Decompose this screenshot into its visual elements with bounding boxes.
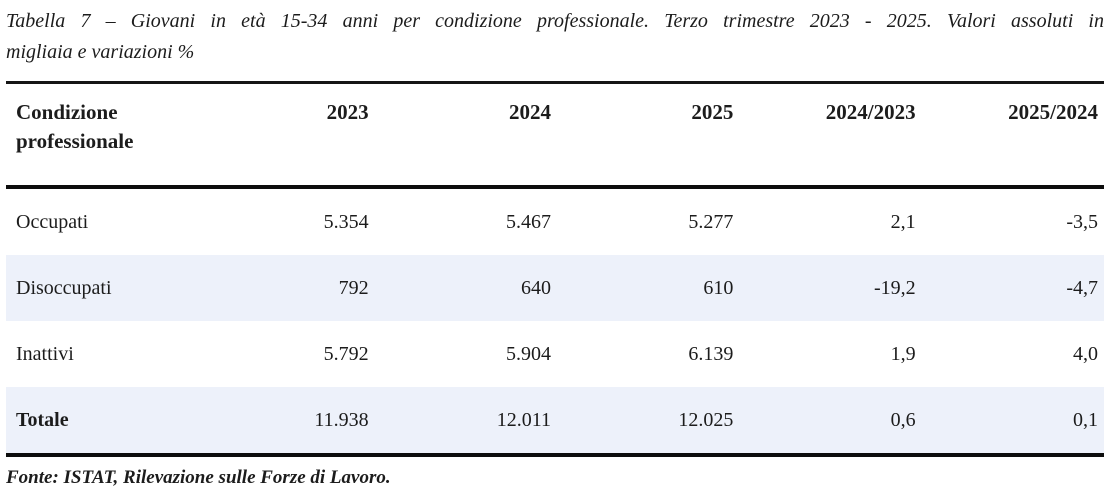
cell-occupati-2025: 5.277	[688, 210, 734, 233]
cell-inattivi-var-2025-2024: 4,0	[1073, 342, 1098, 365]
statistics-table: Condizione professionale 2023 2024 2025 …	[6, 81, 1104, 457]
cell-occupati-var-2024-2023: 2,1	[890, 210, 916, 233]
cell-disoccupati-2023: 792	[338, 276, 369, 299]
table-row-occupati: Occupati 5.354 5.467 5.277 2,1 -3,5	[6, 187, 1104, 255]
source-note: Fonte: ISTAT, Rilevazione sulle Forze di…	[6, 467, 391, 488]
cell-totale-2025: 12.025	[678, 408, 734, 431]
cell-totale-2023: 11.938	[314, 408, 369, 431]
table-row-inattivi: Inattivi 5.792 5.904 6.139 1,9 4,0	[6, 321, 1104, 387]
header-row: Condizione professionale 2023 2024 2025 …	[6, 82, 1104, 189]
row-label-inattivi: Inattivi	[16, 342, 74, 365]
cell-inattivi-2024: 5.904	[505, 342, 551, 365]
column-header-2025-2024: 2025/2024	[921, 82, 1104, 189]
row-label-occupati: Occupati	[16, 210, 89, 233]
cell-occupati-var-2025-2024: -3,5	[1066, 210, 1098, 233]
column-header-2023: 2023	[192, 82, 375, 189]
cell-occupati-2024: 5.467	[505, 210, 551, 233]
cell-inattivi-2023: 5.792	[323, 342, 369, 365]
column-header-condizione-professionale: Condizione professionale	[6, 82, 193, 189]
column-header-2025: 2025	[556, 82, 740, 189]
column-header-2024-2023: 2024/2023	[739, 82, 922, 189]
cell-totale-2024: 12.011	[496, 408, 551, 431]
caption-line-1: Tabella 7 – Giovani in età 15-34 anni pe…	[6, 10, 1104, 32]
row-label-totale: Totale	[16, 408, 69, 431]
cell-inattivi-var-2024-2023: 1,9	[890, 342, 916, 365]
table-row-disoccupati: Disoccupati 792 640 610 -19,2 -4,7	[6, 255, 1104, 321]
caption-line-2: migliaia e variazioni %	[6, 41, 195, 63]
cell-occupati-2023: 5.354	[323, 210, 369, 233]
table-row-totale: Totale 11.938 12.011 12.025 0,6 0,1	[6, 387, 1104, 455]
table-body: Occupati 5.354 5.467 5.277 2,1 -3,5 Diso…	[6, 187, 1104, 455]
cell-disoccupati-2025: 610	[703, 276, 734, 299]
column-header-2024: 2024	[374, 82, 557, 189]
document-page: Tabella 7 – Giovani in età 15-34 anni pe…	[6, 6, 1104, 490]
cell-totale-var-2025-2024: 0,1	[1073, 408, 1098, 431]
cell-totale-var-2024-2023: 0,6	[890, 408, 916, 431]
table-caption: Tabella 7 – Giovani in età 15-34 anni pe…	[6, 6, 1104, 68]
table-header: Condizione professionale 2023 2024 2025 …	[6, 82, 1104, 189]
cell-disoccupati-var-2025-2024: -4,7	[1066, 276, 1098, 299]
cell-disoccupati-2024: 640	[520, 276, 551, 299]
row-label-disoccupati: Disoccupati	[16, 276, 112, 299]
cell-inattivi-2025: 6.139	[688, 342, 734, 365]
cell-disoccupati-var-2024-2023: -19,2	[873, 276, 916, 299]
